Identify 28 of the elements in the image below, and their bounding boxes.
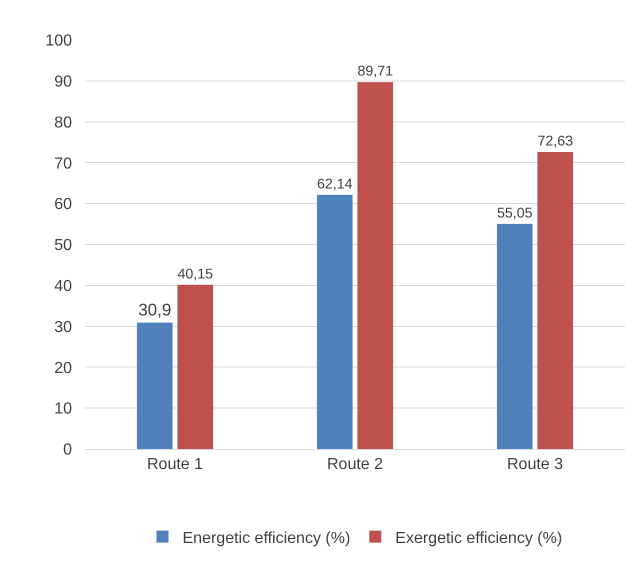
data-label: 40,15 <box>177 266 214 282</box>
x-tick-label: Route 3 <box>506 456 564 474</box>
y-tick-label: 80 <box>54 114 72 132</box>
y-tick-label: 90 <box>54 74 72 90</box>
y-tick-label: 100 <box>45 32 72 50</box>
legend-label: Energetic efficiency (%) <box>182 530 350 547</box>
bar <box>136 322 173 449</box>
x-tick-label: Route 1 <box>146 456 204 474</box>
data-label: 89,71 <box>357 64 394 80</box>
x-tick-label: Route 2 <box>326 456 384 474</box>
bar <box>357 82 394 449</box>
y-tick-label: 50 <box>54 237 72 254</box>
y-tick-label: 20 <box>54 360 72 377</box>
data-label: 55,05 <box>496 206 533 222</box>
y-tick-label: 10 <box>54 400 72 418</box>
data-label: 72,63 <box>537 134 574 150</box>
data-label: 62,14 <box>316 176 353 192</box>
bar <box>496 224 533 449</box>
y-tick-label: 30 <box>54 318 72 336</box>
bar <box>177 284 214 449</box>
y-tick-label: 0 <box>63 442 72 459</box>
y-tick-label: 60 <box>54 196 72 214</box>
y-tick-label: 70 <box>54 155 72 172</box>
data-label: 30,9 <box>138 300 172 320</box>
legend-label: Exergetic efficiency (%) <box>395 530 562 547</box>
bar <box>537 152 574 449</box>
y-tick-label: 40 <box>54 278 72 295</box>
bar <box>316 194 353 449</box>
